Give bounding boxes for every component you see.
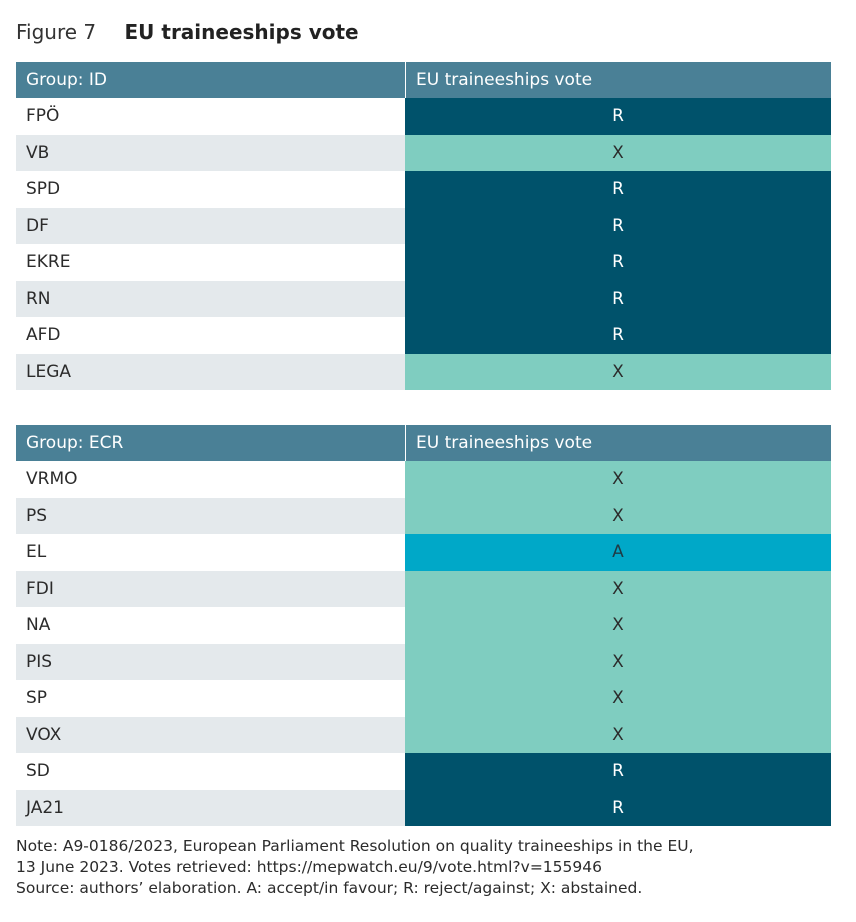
vote-cell: R xyxy=(405,98,831,135)
party-name: DF xyxy=(16,207,405,244)
party-name: SD xyxy=(16,753,405,790)
figure-name: EU traineeships vote xyxy=(124,20,359,44)
table-row: EKRE R xyxy=(16,244,831,281)
party-name: FDI xyxy=(16,570,405,607)
vote-cell: R xyxy=(405,280,831,317)
vote-cell: R xyxy=(405,244,831,281)
party-name: EL xyxy=(16,534,405,571)
vote-cell: R xyxy=(405,171,831,208)
vote-cell: R xyxy=(405,207,831,244)
vote-cell: A xyxy=(405,534,831,571)
party-name: NA xyxy=(16,607,405,644)
table-row: DF R xyxy=(16,207,831,244)
table-header-row: Group: ECR EU traineeships vote xyxy=(16,425,831,461)
party-name: VB xyxy=(16,134,405,171)
vote-header: EU traineeships vote xyxy=(405,425,831,461)
vote-cell: X xyxy=(405,570,831,607)
party-name: VOX xyxy=(16,716,405,753)
figure-label: Figure 7 xyxy=(16,20,97,44)
party-name: PIS xyxy=(16,643,405,680)
note-line-2: 13 June 2023. Votes retrieved: https://m… xyxy=(16,858,602,876)
table-row: RN R xyxy=(16,280,831,317)
note-line-3: Source: authors’ elaboration. A: accept/… xyxy=(16,879,643,897)
party-name: PS xyxy=(16,497,405,534)
vote-cell: X xyxy=(405,353,831,390)
party-name: EKRE xyxy=(16,244,405,281)
table-row: FPÖ R xyxy=(16,98,831,135)
table-row: VRMO X xyxy=(16,461,831,498)
figure-note: Note: A9-0186/2023, European Parliament … xyxy=(16,836,694,899)
vote-cell: X xyxy=(405,680,831,717)
table-row: EL A xyxy=(16,534,831,571)
table-row: VB X xyxy=(16,134,831,171)
vote-table-ecr: Group: ECR EU traineeships vote VRMO X PS X EL… xyxy=(16,425,831,826)
vote-table-id: Group: ID EU traineeships vote FPÖ R VB X SPD R… xyxy=(16,62,831,390)
table-row: FDI X xyxy=(16,570,831,607)
table-row: SD R xyxy=(16,753,831,790)
party-name: RN xyxy=(16,280,405,317)
table-row: SP X xyxy=(16,680,831,717)
table-header-row: Group: ID EU traineeships vote xyxy=(16,62,831,98)
group-header: Group: ID xyxy=(26,70,107,90)
vote-cell: R xyxy=(405,753,831,790)
party-name: VRMO xyxy=(16,461,405,498)
note-line-1: Note: A9-0186/2023, European Parliament … xyxy=(16,837,694,855)
party-name: LEGA xyxy=(16,353,405,390)
vote-cell: X xyxy=(405,134,831,171)
table-row: PIS X xyxy=(16,643,831,680)
party-name: SP xyxy=(16,680,405,717)
party-name: FPÖ xyxy=(16,98,405,135)
group-header: Group: ECR xyxy=(26,433,124,453)
table-row: SPD R xyxy=(16,171,831,208)
table-row: NA X xyxy=(16,607,831,644)
table-row: PS X xyxy=(16,497,831,534)
vote-cell: X xyxy=(405,716,831,753)
table-row: AFD R xyxy=(16,317,831,354)
vote-cell: R xyxy=(405,317,831,354)
vote-header: EU traineeships vote xyxy=(405,62,831,98)
party-name: SPD xyxy=(16,171,405,208)
figure-title: Figure 7 EU traineeships vote xyxy=(16,18,359,46)
vote-cell: X xyxy=(405,497,831,534)
party-name: JA21 xyxy=(16,789,405,826)
vote-cell: X xyxy=(405,643,831,680)
vote-cell: R xyxy=(405,789,831,826)
table-row: LEGA X xyxy=(16,353,831,390)
vote-cell: X xyxy=(405,461,831,498)
vote-cell: X xyxy=(405,607,831,644)
party-name: AFD xyxy=(16,317,405,354)
table-row: JA21 R xyxy=(16,789,831,826)
table-row: VOX X xyxy=(16,716,831,753)
